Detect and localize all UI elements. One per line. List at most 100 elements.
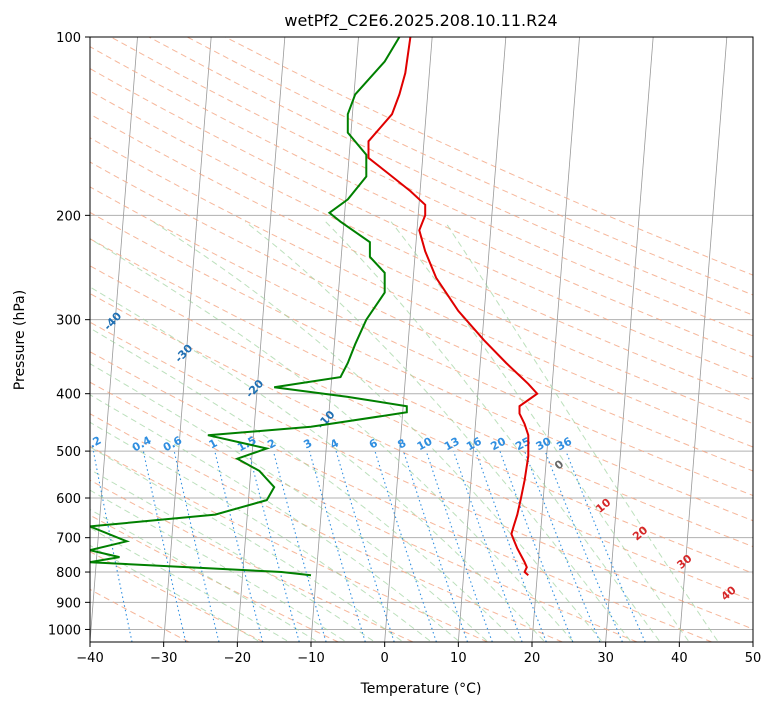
mixing-ratio-line bbox=[374, 450, 437, 642]
dry-adiabat bbox=[148, 37, 753, 316]
mixing-ratio-label: 25 bbox=[513, 435, 533, 454]
mixing-ratio-line bbox=[499, 450, 574, 642]
moist-adiabat bbox=[90, 544, 259, 642]
mixing-ratio-line bbox=[524, 450, 601, 642]
isotherm-gridline bbox=[752, 636, 753, 642]
y-tick-label: 1000 bbox=[48, 623, 81, 638]
dry-adiabat bbox=[90, 137, 753, 448]
mixing-ratio-label: 13 bbox=[442, 435, 462, 454]
mixing-ratio-label: 20 bbox=[488, 435, 508, 454]
y-tick-label: 500 bbox=[56, 445, 81, 460]
dry-adiabat bbox=[90, 161, 753, 472]
y-tick-label: 600 bbox=[56, 492, 81, 507]
moist-adiabat bbox=[90, 327, 516, 642]
dry-adiabat bbox=[90, 68, 753, 380]
dry-adiabat bbox=[90, 293, 753, 602]
moist-adiabat bbox=[90, 286, 545, 642]
moist-adiabat bbox=[90, 238, 573, 642]
mixing-ratio-label: 6 bbox=[367, 436, 380, 451]
mixing-ratio-label: 30 bbox=[534, 435, 554, 454]
moist-adiabat bbox=[90, 446, 402, 642]
y-tick-label: 200 bbox=[56, 209, 81, 224]
isotherm-gridline bbox=[90, 37, 138, 642]
mixing-ratio-label: 3 bbox=[301, 436, 314, 451]
dry-adiabat bbox=[90, 113, 753, 425]
moist-adiabat-label: 40 bbox=[719, 583, 739, 603]
y-tick-label: 900 bbox=[56, 596, 81, 611]
dry-adiabat bbox=[90, 551, 264, 642]
mixing-ratio-line bbox=[335, 450, 395, 642]
y-tick-label: 700 bbox=[56, 532, 81, 547]
x-tick-label: −30 bbox=[150, 651, 177, 666]
dry-adiabat bbox=[90, 514, 339, 642]
isotherm-gridline bbox=[384, 37, 433, 642]
dry-adiabat bbox=[90, 321, 753, 630]
moist-adiabat bbox=[90, 468, 374, 642]
isotherm-gridline bbox=[310, 37, 359, 642]
mixing-ratio-label: 36 bbox=[554, 435, 574, 454]
dry-adiabat bbox=[90, 211, 753, 522]
temperature-profile bbox=[367, 37, 539, 576]
x-tick-label: −20 bbox=[224, 651, 251, 666]
dry-adiabat bbox=[90, 413, 563, 642]
mixing-ratio-line bbox=[308, 450, 366, 642]
mixing-ratio-label: 10 bbox=[415, 434, 435, 453]
mixing-ratio-line bbox=[247, 450, 300, 642]
moist-adiabat bbox=[152, 221, 602, 642]
dry-adiabat bbox=[225, 37, 753, 276]
moist-adiabat bbox=[325, 221, 660, 642]
y-tick-label: 800 bbox=[56, 566, 81, 581]
moist-adiabat-label: 0 bbox=[552, 457, 566, 472]
moist-adiabat bbox=[244, 221, 631, 642]
x-axis-title: Temperature (°C) bbox=[360, 681, 482, 697]
y-tick-label: 100 bbox=[56, 31, 81, 46]
mixing-ratio-line bbox=[565, 450, 646, 642]
y-axis: 100 200 300 400 500 600 700 800 900 1000 bbox=[48, 31, 90, 638]
mixing-ratio-label: 16 bbox=[464, 435, 484, 454]
x-tick-label: 40 bbox=[671, 651, 688, 666]
moist-adiabat bbox=[90, 394, 459, 642]
dry-adiabat bbox=[90, 238, 753, 548]
dry-adiabat bbox=[90, 351, 712, 642]
mixing-ratio-line bbox=[92, 450, 133, 642]
x-tick-label: 10 bbox=[450, 651, 467, 666]
moist-adiabat bbox=[444, 221, 718, 642]
mixing-ratio-line bbox=[142, 450, 187, 642]
x-tick-label: −40 bbox=[76, 651, 103, 666]
isotherm-gridline bbox=[163, 37, 212, 642]
x-tick-label: 30 bbox=[597, 651, 614, 666]
isotherm-gridline bbox=[678, 37, 728, 642]
plot-area: 0.10.20.40.611.52346810131620253036-100-… bbox=[31, 37, 753, 642]
dry-adiabat bbox=[90, 265, 753, 574]
plot-frame bbox=[89, 36, 754, 643]
isotherm-label: -50 bbox=[31, 268, 54, 292]
mixing-ratio-line bbox=[475, 450, 547, 642]
x-tick-label: 50 bbox=[745, 651, 762, 666]
mixing-ratio-label: 4 bbox=[328, 436, 341, 451]
mixing-ratio-line bbox=[173, 450, 220, 642]
moist-adiabat-label: 30 bbox=[674, 552, 694, 572]
x-tick-label: 0 bbox=[381, 651, 389, 666]
moist-adiabat-label: 20 bbox=[630, 523, 650, 543]
x-tick-label: −10 bbox=[297, 651, 324, 666]
moist-adiabat-label: 10 bbox=[593, 496, 613, 516]
y-axis-title: Pressure (hPa) bbox=[12, 290, 28, 390]
x-axis: −40 −30 −20 −10 0 10 20 30 40 50 bbox=[76, 642, 761, 666]
moist-adiabat bbox=[90, 508, 317, 642]
dry-adiabat bbox=[186, 37, 753, 296]
dry-adiabat bbox=[90, 186, 753, 497]
mixing-ratio-label: 0.1 bbox=[33, 434, 56, 455]
isotherm-label: -40 bbox=[101, 309, 124, 333]
moist-adiabat bbox=[390, 221, 689, 642]
isotherm-gridline bbox=[531, 37, 580, 642]
y-tick-label: 400 bbox=[56, 388, 81, 403]
dry-adiabat bbox=[90, 479, 414, 642]
isotherm-label: -20 bbox=[243, 377, 266, 401]
dry-adiabat bbox=[90, 46, 753, 358]
dewpoint-profile bbox=[90, 37, 408, 577]
isotherm-gridline bbox=[605, 37, 654, 642]
mixing-ratio-line bbox=[425, 450, 493, 642]
mixing-ratio-line bbox=[214, 450, 264, 642]
isotherm-label: -30 bbox=[172, 342, 195, 366]
moist-adiabat bbox=[90, 363, 488, 642]
